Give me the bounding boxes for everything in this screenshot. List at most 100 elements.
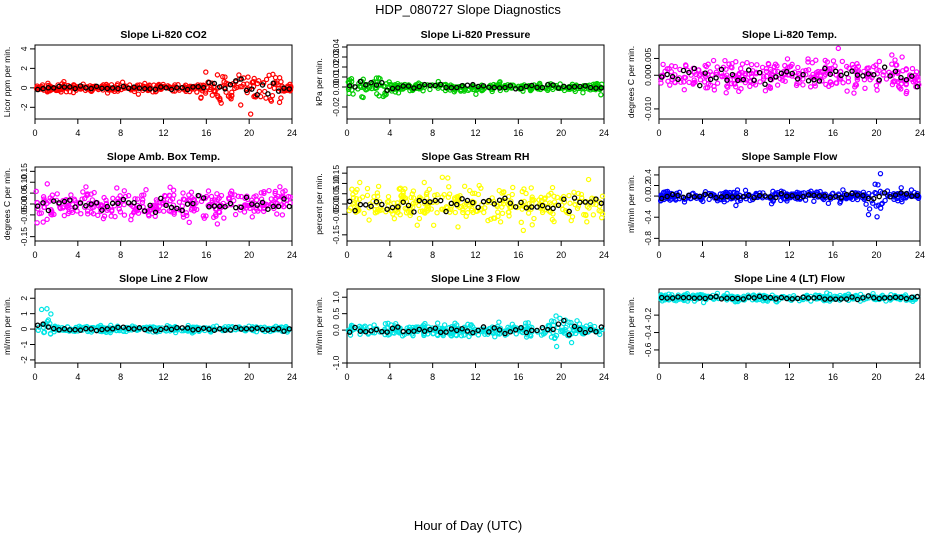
- reference-point-3-46: [909, 73, 915, 79]
- reference-point-4-15: [115, 200, 121, 207]
- data-point-2-57: [451, 89, 457, 95]
- data-point-6-230: [863, 201, 869, 207]
- data-point-3-50: [830, 58, 837, 64]
- reference-point-2-12: [411, 85, 417, 91]
- y-tick-label-5-0: -0.15: [331, 225, 341, 245]
- x-tick-label-6-2: 8: [743, 250, 748, 260]
- reference-point-4-33: [211, 203, 218, 209]
- reference-point-5-25: [480, 198, 487, 205]
- data-point-5-83: [531, 215, 537, 222]
- data-point-4-301: [61, 212, 68, 219]
- data-point-3-26: [714, 64, 720, 70]
- reference-point-2-41: [566, 84, 572, 90]
- reference-point-3-2: [669, 73, 676, 80]
- data-point-2-222: [375, 75, 382, 81]
- reference-point-3-28: [811, 77, 817, 83]
- data-point-3-218: [819, 78, 825, 84]
- reference-point-6-39: [871, 195, 877, 202]
- panel-title-2: Slope Li-820 Pressure: [421, 29, 531, 41]
- reference-point-4-13: [104, 203, 111, 210]
- data-point-5-124: [488, 216, 494, 222]
- reference-point-2-1: [352, 84, 358, 90]
- data-point-3-185: [774, 82, 781, 88]
- data-point-3-4: [805, 56, 811, 62]
- x-tick-label-9-1: 4: [700, 372, 705, 382]
- data-point-2-294: [376, 93, 382, 99]
- reference-point-4-27: [179, 207, 185, 214]
- y-tick-label-4-5: 0.15: [19, 163, 29, 180]
- data-point-3-34: [681, 87, 687, 93]
- data-point-4-109: [100, 215, 107, 222]
- data-point-1-245: [67, 88, 73, 95]
- data-point-3-328: [899, 54, 905, 60]
- x-tick-label-2-2: 8: [430, 128, 435, 138]
- data-point-4-101: [287, 194, 293, 200]
- y-tick-label-2-2: 0.01: [331, 68, 341, 85]
- x-tick-label-6-3: 12: [784, 250, 794, 260]
- data-point-1-62: [266, 83, 273, 90]
- data-point-1-256: [269, 92, 276, 99]
- reference-point-1-39: [243, 87, 250, 94]
- y-tick-label-9-0: -0.6: [643, 342, 653, 357]
- reference-point-1-43: [265, 91, 271, 97]
- reference-point-1-24: [163, 85, 169, 91]
- x-tick-label-4-5: 20: [244, 250, 254, 260]
- data-point-5-116: [571, 189, 577, 195]
- reference-point-3-21: [773, 74, 779, 80]
- reference-point-3-40: [876, 77, 882, 83]
- reference-point-5-37: [545, 205, 551, 211]
- data-point-4-246: [216, 209, 222, 215]
- data-point-4-57: [116, 206, 122, 212]
- x-tick-label-7-2: 8: [118, 372, 123, 382]
- reference-point-4-21: [147, 202, 153, 209]
- data-point-4-326: [253, 193, 259, 199]
- reference-point-3-8: [702, 70, 708, 76]
- reference-point-4-45: [275, 203, 282, 210]
- reference-point-5-43: [577, 199, 583, 206]
- data-point-3-143: [873, 82, 880, 89]
- data-point-5-300: [496, 187, 502, 194]
- data-point-1-266: [276, 75, 283, 81]
- data-point-3-54: [748, 61, 755, 68]
- x-tick-label-5-1: 4: [387, 250, 392, 260]
- data-point-1-219: [221, 79, 227, 85]
- data-point-1-214: [135, 91, 142, 97]
- reference-point-4-19: [136, 204, 143, 210]
- reference-point-5-3: [362, 202, 369, 208]
- data-point-4-106: [277, 184, 283, 190]
- data-point-1-318: [220, 74, 226, 80]
- data-point-3-175: [732, 81, 738, 87]
- data-point-3-85: [855, 63, 862, 70]
- reference-point-2-23: [470, 81, 476, 88]
- y-tick-label-4-4: 0.10: [19, 174, 29, 191]
- data-point-6-125: [811, 198, 817, 204]
- reference-point-1-30: [195, 83, 202, 90]
- data-point-3-236: [789, 73, 795, 79]
- data-point-4-313: [193, 206, 200, 213]
- data-point-5-66: [375, 183, 382, 190]
- figure-title: HDP_080727 Slope Diagnostics: [375, 2, 561, 17]
- reference-point-3-23: [784, 68, 790, 75]
- y-axis-label-6: ml/min per min.: [626, 175, 636, 233]
- data-point-3-241: [873, 62, 879, 68]
- data-point-5-37: [434, 210, 440, 216]
- data-point-3-226: [686, 79, 692, 86]
- data-point-4-171: [145, 211, 152, 218]
- reference-point-1-20: [142, 85, 148, 92]
- reference-point-5-19: [448, 200, 455, 207]
- data-point-5-6: [520, 227, 527, 234]
- data-point-1-262: [229, 89, 235, 95]
- reference-point-2-32: [518, 85, 524, 92]
- reference-point-3-22: [778, 70, 785, 77]
- reference-point-3-30: [822, 65, 828, 72]
- x-tick-label-8-2: 8: [430, 372, 435, 382]
- y-tick-label-7-4: 2: [19, 296, 29, 301]
- data-point-4-188: [226, 195, 233, 201]
- data-point-4-180: [200, 213, 207, 219]
- reference-point-3-31: [827, 71, 834, 77]
- y-tick-label-4-2: 0.00: [19, 195, 29, 212]
- data-point-3-194: [691, 77, 697, 83]
- data-point-4-286: [47, 195, 53, 201]
- reference-point-2-13: [416, 83, 423, 90]
- data-point-1-287: [238, 102, 244, 108]
